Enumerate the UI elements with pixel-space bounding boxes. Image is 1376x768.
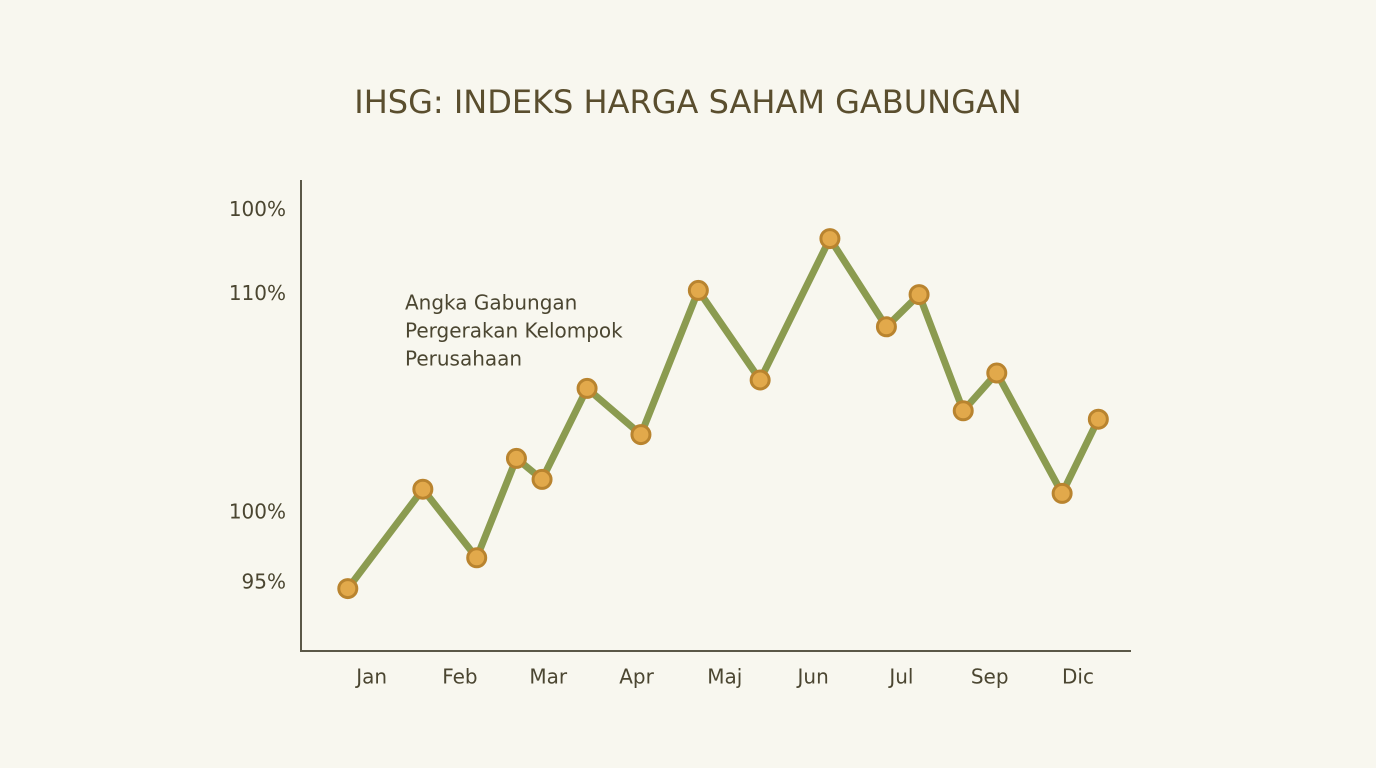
marker <box>1051 482 1073 504</box>
line <box>344 235 1102 593</box>
x-tick-label: Maj <box>707 665 742 689</box>
x-tick-label: Sep <box>971 665 1009 689</box>
marker <box>466 547 488 569</box>
marker <box>1087 408 1109 430</box>
x-tick-label: Jun <box>796 665 829 689</box>
marker <box>505 447 527 469</box>
marker <box>875 316 897 338</box>
marker <box>749 369 771 391</box>
x-tick-label: Jul <box>887 665 913 689</box>
marker <box>986 362 1008 384</box>
marker <box>952 400 974 422</box>
y-tick-label: 100% <box>229 500 286 524</box>
annotation: Perusahaan <box>405 347 522 371</box>
x-tick-label: Dic <box>1062 665 1094 689</box>
annotation: Angka Gabungan <box>405 291 577 315</box>
annotation: Pergerakan Kelompok <box>405 319 623 343</box>
x-tick-label: Mar <box>529 665 568 689</box>
marker <box>412 478 434 500</box>
marker <box>337 578 359 600</box>
marker <box>531 468 553 490</box>
marker <box>908 284 930 306</box>
y-tick-label: 95% <box>242 570 286 594</box>
y-tick-label: 110% <box>229 281 286 305</box>
x-tick-label: Apr <box>619 665 654 689</box>
marker <box>687 279 709 301</box>
marker <box>819 228 841 250</box>
x-tick-label: Jan <box>354 665 387 689</box>
x-tick-label: Feb <box>442 665 477 689</box>
chart-title: IHSG: INDEKS HARGA SAHAM GABUNGAN <box>354 83 1021 121</box>
marker <box>630 424 652 446</box>
marker <box>576 377 598 399</box>
y-tick-label: 100% <box>229 197 286 221</box>
